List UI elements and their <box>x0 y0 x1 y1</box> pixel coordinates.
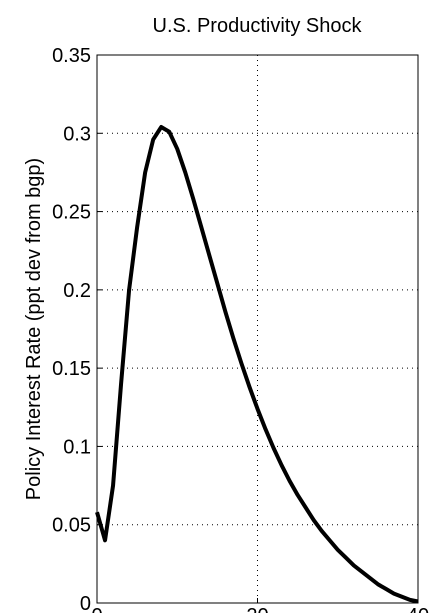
x-tick-label: 40 <box>407 605 429 613</box>
y-tick-label: 0.1 <box>63 436 91 458</box>
y-tick-label: 0.2 <box>63 280 91 302</box>
x-tick-label: 0 <box>91 605 102 613</box>
y-tick-label: 0.3 <box>63 123 91 145</box>
plot-frame <box>96 54 419 604</box>
line <box>95 125 419 604</box>
chart-title: U.S. Productivity Shock <box>153 15 363 37</box>
y-tick-label: 0.25 <box>52 202 91 224</box>
y-axis-label: Policy Interest Rate (ppt dev from bgp) <box>23 158 45 500</box>
x-tick-label: 20 <box>246 605 268 613</box>
y-tick-label: 0.15 <box>52 358 91 380</box>
y-tick-label: 0 <box>80 593 91 613</box>
y-tick-label: 0.35 <box>52 45 91 67</box>
y-tick-label: 0.05 <box>52 515 91 537</box>
